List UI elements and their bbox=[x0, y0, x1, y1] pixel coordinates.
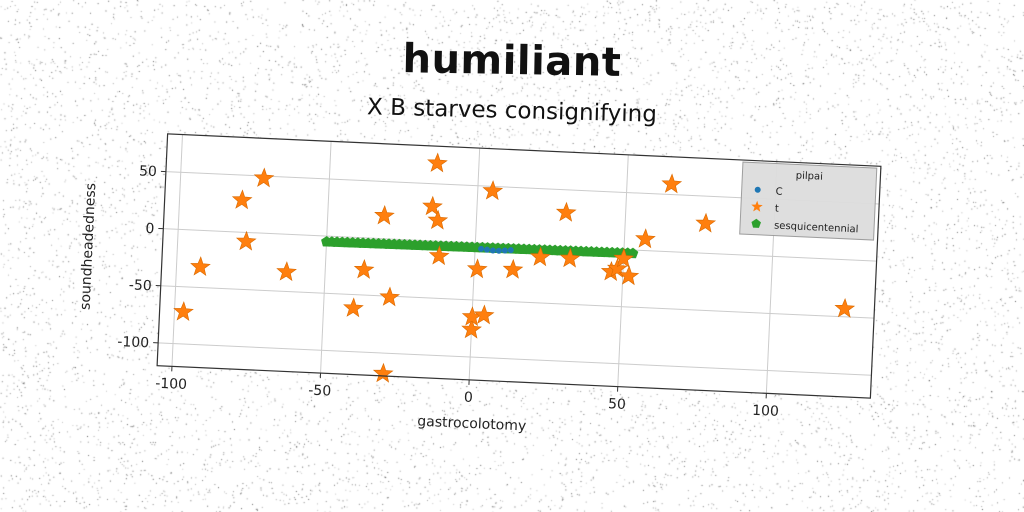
circle-point bbox=[507, 247, 514, 254]
y-tick-label: -100 bbox=[117, 334, 149, 351]
star-point bbox=[461, 318, 482, 339]
star-point bbox=[661, 173, 683, 194]
star-point bbox=[559, 247, 581, 268]
star-point bbox=[613, 247, 635, 268]
star-point bbox=[231, 189, 253, 210]
x-grid-line bbox=[617, 154, 629, 387]
star-point bbox=[173, 301, 194, 322]
star-point bbox=[530, 246, 551, 267]
plot-frame bbox=[156, 133, 882, 399]
star-point bbox=[379, 286, 400, 307]
x-tick-label: 100 bbox=[752, 403, 779, 420]
star-point bbox=[695, 212, 717, 233]
plot-background bbox=[157, 133, 881, 399]
star-point bbox=[834, 297, 856, 318]
x-grid-line bbox=[468, 148, 481, 380]
legend[interactable]: pilpai Ct sesquicentennial bbox=[739, 161, 878, 241]
star-point bbox=[372, 362, 394, 383]
star-point bbox=[374, 204, 395, 225]
star-point bbox=[353, 258, 375, 279]
star-point bbox=[253, 167, 275, 188]
circle-point bbox=[489, 247, 496, 254]
x-tick-label: -100 bbox=[155, 376, 187, 393]
legend-label-t: t bbox=[775, 204, 779, 215]
y-grid-line bbox=[160, 285, 875, 319]
x-grid-line bbox=[171, 134, 183, 367]
star-point bbox=[276, 261, 297, 282]
y-grid-line bbox=[158, 342, 872, 376]
plot-area: -100 -50 0 50 100 500-50-100 gastrocolotomy … bbox=[78, 133, 882, 435]
legend-marker-c bbox=[754, 186, 761, 193]
pentagon-point bbox=[627, 247, 639, 259]
x-axis-label: gastrocolotomy bbox=[417, 414, 527, 435]
circle-point bbox=[478, 245, 485, 252]
legend-label-c: C bbox=[775, 187, 782, 198]
legend-label-sesquicentennial: sesquicentennial bbox=[774, 221, 859, 236]
y-axis-ticks: 50 0 -50 -100 bbox=[117, 163, 166, 351]
star-point bbox=[502, 258, 524, 279]
circle-point bbox=[501, 247, 508, 254]
legend-marker-t bbox=[751, 200, 763, 212]
y-axis-label: soundheadedness bbox=[78, 183, 100, 311]
legend-marker-sesquicentennial bbox=[751, 218, 761, 228]
y-tick-label: 0 bbox=[145, 221, 155, 237]
star-point bbox=[428, 245, 450, 266]
y-tick-label: 50 bbox=[139, 163, 158, 180]
star-point bbox=[606, 257, 628, 278]
star-point bbox=[427, 209, 449, 230]
x-tick-label: 50 bbox=[608, 396, 627, 413]
legend-box bbox=[739, 161, 878, 241]
x-tick-label: 0 bbox=[464, 390, 474, 406]
star-point bbox=[482, 180, 504, 201]
star-point bbox=[618, 265, 640, 286]
x-tick-label: -50 bbox=[308, 383, 332, 400]
x-grid-line bbox=[320, 141, 332, 374]
star-point bbox=[466, 258, 488, 279]
series-layer bbox=[173, 152, 856, 383]
star-point bbox=[427, 152, 448, 173]
star-point bbox=[555, 201, 577, 222]
star-point bbox=[422, 195, 443, 216]
star-point bbox=[190, 256, 211, 277]
star-point bbox=[635, 228, 656, 249]
star-point bbox=[343, 297, 364, 318]
circle-point bbox=[495, 247, 502, 254]
series-c bbox=[478, 245, 514, 254]
star-point bbox=[235, 230, 257, 251]
legend-title: pilpai bbox=[796, 170, 824, 182]
series-t bbox=[173, 152, 856, 383]
star-point bbox=[473, 304, 495, 325]
circle-point bbox=[483, 246, 490, 253]
y-tick-label: -50 bbox=[128, 277, 152, 294]
x-axis-ticks: -100 -50 0 50 100 bbox=[155, 366, 779, 420]
